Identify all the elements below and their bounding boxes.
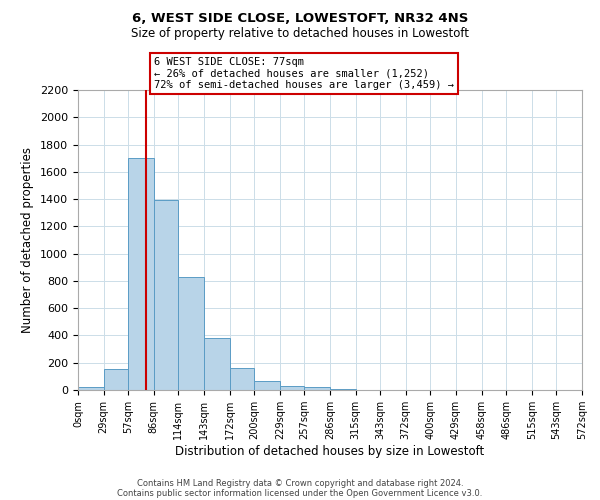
Bar xyxy=(178,277,204,390)
Bar xyxy=(78,388,104,390)
Bar xyxy=(154,200,178,390)
Bar xyxy=(104,369,128,390)
Text: Contains HM Land Registry data © Crown copyright and database right 2024.: Contains HM Land Registry data © Crown c… xyxy=(137,478,463,488)
Bar xyxy=(304,386,330,390)
Text: Size of property relative to detached houses in Lowestoft: Size of property relative to detached ho… xyxy=(131,28,469,40)
Text: 6 WEST SIDE CLOSE: 77sqm
← 26% of detached houses are smaller (1,252)
72% of sem: 6 WEST SIDE CLOSE: 77sqm ← 26% of detach… xyxy=(154,57,454,90)
Bar xyxy=(204,338,230,390)
Bar xyxy=(254,381,280,390)
Y-axis label: Number of detached properties: Number of detached properties xyxy=(22,147,34,333)
Bar xyxy=(128,158,154,390)
Text: 6, WEST SIDE CLOSE, LOWESTOFT, NR32 4NS: 6, WEST SIDE CLOSE, LOWESTOFT, NR32 4NS xyxy=(132,12,468,26)
X-axis label: Distribution of detached houses by size in Lowestoft: Distribution of detached houses by size … xyxy=(175,445,485,458)
Bar xyxy=(280,386,304,390)
Bar xyxy=(230,368,254,390)
Text: Contains public sector information licensed under the Open Government Licence v3: Contains public sector information licen… xyxy=(118,488,482,498)
